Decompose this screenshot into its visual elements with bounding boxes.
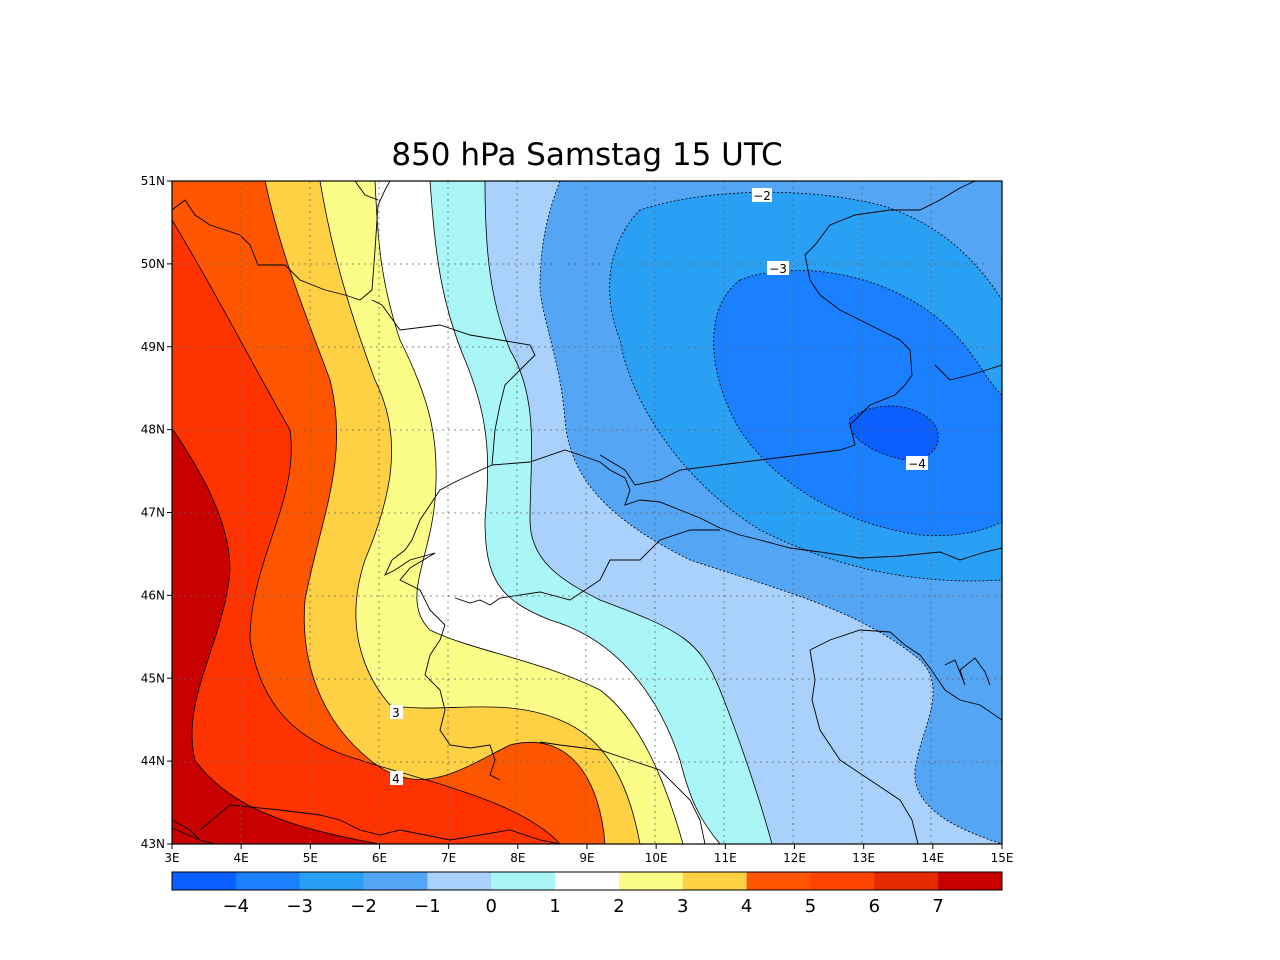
grid-lines — [172, 181, 1002, 844]
contour-label-minus3: −3 — [769, 262, 787, 276]
y-tick-label: 51N — [141, 174, 165, 188]
y-tick-label: 49N — [141, 340, 165, 354]
contour-label-minus4: −4 — [908, 457, 926, 471]
colorbar-frame — [171, 871, 1003, 891]
colorbar-swatch — [299, 872, 365, 890]
y-tick-label: 48N — [141, 423, 165, 437]
x-tick-label: 15E — [991, 851, 1014, 865]
y-axis: 43N 44N 45N 46N 47N 48N 49N 50N 51N — [141, 174, 172, 851]
contour-label-group: −2 −3 −4 3 4 — [390, 188, 928, 786]
country-borders — [172, 181, 1002, 844]
x-tick-label: 7E — [441, 851, 456, 865]
contour-label-minus2: −2 — [753, 189, 771, 203]
colorbar-tick-label: 6 — [869, 896, 880, 917]
x-tick-label: 6E — [372, 851, 387, 865]
x-tick-label: 5E — [303, 851, 318, 865]
colorbar-tick-label: 7 — [932, 896, 943, 917]
colorbar-swatch — [682, 872, 748, 890]
contour-label-3: 3 — [392, 706, 400, 720]
y-tick-label: 46N — [141, 588, 165, 602]
colorbar-swatch — [555, 872, 620, 890]
colorbar-tick-label: 3 — [677, 896, 688, 917]
colorbar-swatch — [746, 872, 811, 890]
temperature-field — [172, 181, 1002, 844]
x-tick-label: 9E — [579, 851, 594, 865]
colorbar-tick-label: −2 — [350, 896, 377, 917]
colorbar-swatch — [427, 872, 492, 890]
colorbar-tick-label: 5 — [805, 896, 816, 917]
colorbar-tick-label: −4 — [223, 896, 250, 917]
x-tick-label: 13E — [852, 851, 875, 865]
x-tick-label: 10E — [645, 851, 668, 865]
colorbar-tick-label: 4 — [741, 896, 752, 917]
x-tick-label: 4E — [234, 851, 249, 865]
x-tick-label: 3E — [164, 851, 179, 865]
colorbar-swatch — [491, 872, 556, 890]
band-minus4-minus3 — [849, 406, 939, 461]
colorbar-tick-label: −3 — [286, 896, 313, 917]
y-tick-label: 47N — [141, 506, 165, 520]
colorbar-swatch — [363, 872, 428, 890]
y-tick-label: 45N — [141, 671, 165, 685]
colorbar: −4 −3 −2 −1 0 1 2 3 4 5 6 7 — [171, 871, 1003, 917]
colorbar-swatch — [618, 872, 684, 890]
colorbar-tick-label: −1 — [414, 896, 441, 917]
x-tick-label: 14E — [921, 851, 944, 865]
colorbar-swatch — [810, 872, 875, 890]
band-minus3-minus2 — [713, 270, 1002, 536]
colorbar-swatch — [172, 872, 237, 890]
y-tick-label: 44N — [141, 754, 165, 768]
y-tick-label: 43N — [141, 837, 165, 851]
x-tick-label: 8E — [510, 851, 525, 865]
colorbar-tick-label: 2 — [613, 896, 624, 917]
x-axis: 3E 4E 5E 6E 7E 8E 9E 10E 11E 12E 13E 14E 15E — [164, 844, 1013, 865]
x-tick-label: 11E — [714, 851, 737, 865]
contour-label-4: 4 — [392, 772, 400, 786]
map-title: 850 hPa Samstag 15 UTC — [391, 137, 782, 173]
colorbar-swatch — [938, 872, 1003, 890]
y-tick-label: 50N — [141, 257, 165, 271]
colorbar-swatch — [235, 872, 301, 890]
colorbar-tick-label: 0 — [486, 896, 497, 917]
colorbar-swatch — [874, 872, 939, 890]
x-tick-label: 12E — [783, 851, 806, 865]
colorbar-tick-label: 1 — [549, 896, 560, 917]
